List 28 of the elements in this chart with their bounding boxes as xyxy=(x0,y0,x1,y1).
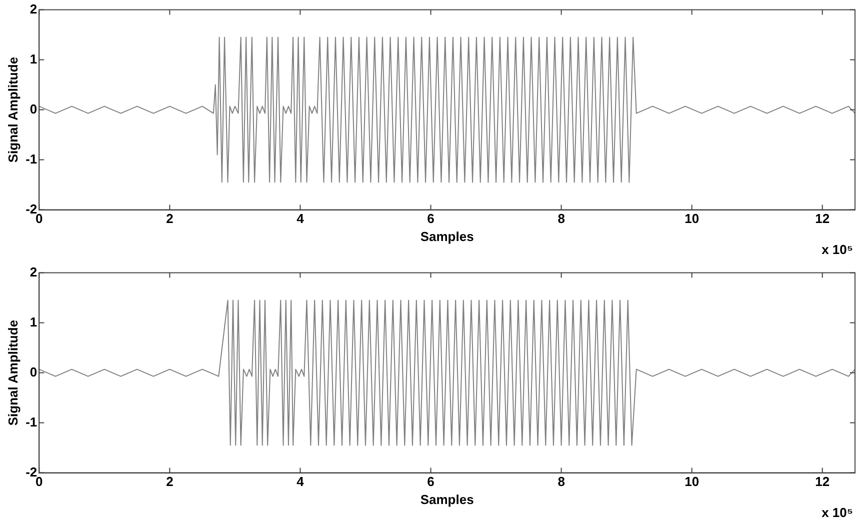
y-axis-title: Signal Amplitude xyxy=(5,320,20,426)
y-tick-label: -2 xyxy=(26,464,38,480)
y-tick-label: 0 xyxy=(30,364,38,380)
x-tick-label: 4 xyxy=(296,211,305,226)
x-tick-label: 8 xyxy=(558,474,565,490)
x-tick-label: 10 xyxy=(684,474,700,490)
text: x 10⁵ xyxy=(822,242,853,257)
x-tick-label: 2 xyxy=(166,474,174,490)
x-tick-label: 4 xyxy=(296,474,305,490)
x-tick-label: 6 xyxy=(427,211,434,226)
y-tick-label: -2 xyxy=(26,201,38,216)
text: x 10⁵ xyxy=(822,504,853,520)
x-tick-label: 8 xyxy=(558,211,565,226)
x-tick-label: 2 xyxy=(166,211,174,226)
y-tick-label: 1 xyxy=(30,314,38,330)
y-tick-label: 2 xyxy=(30,1,38,16)
x-axis-title: Samples xyxy=(420,492,474,507)
x-tick-label: 6 xyxy=(427,474,434,490)
x-tick-label: 12 xyxy=(815,474,830,490)
y-tick-label: -1 xyxy=(26,414,38,430)
y-axis-title: Signal Amplitude xyxy=(5,56,20,163)
x-axis-title: Samples xyxy=(420,228,474,244)
x-tick-label: 12 xyxy=(815,211,830,226)
y-tick-label: 2 xyxy=(30,264,38,280)
x-tick-label: 10 xyxy=(684,211,700,226)
y-tick-label: 0 xyxy=(30,101,38,116)
y-tick-label: 1 xyxy=(30,51,38,66)
y-tick-label: -1 xyxy=(26,151,38,166)
